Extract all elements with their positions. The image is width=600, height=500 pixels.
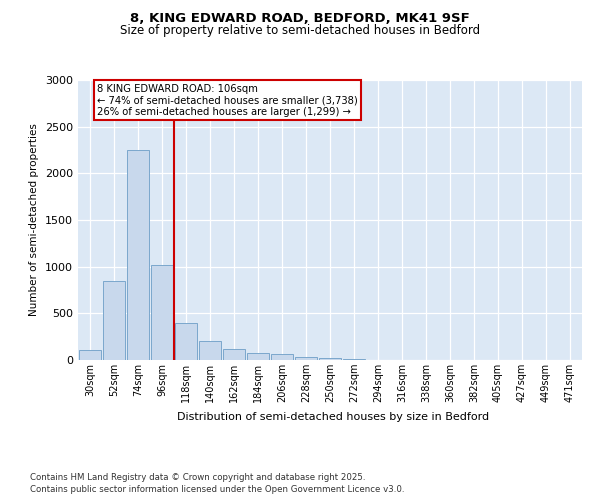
- Text: Contains public sector information licensed under the Open Government Licence v3: Contains public sector information licen…: [30, 485, 404, 494]
- Bar: [247, 352, 269, 360]
- Text: 8, KING EDWARD ROAD, BEDFORD, MK41 9SF: 8, KING EDWARD ROAD, BEDFORD, MK41 9SF: [130, 12, 470, 26]
- Text: Distribution of semi-detached houses by size in Bedford: Distribution of semi-detached houses by …: [177, 412, 489, 422]
- Text: Contains HM Land Registry data © Crown copyright and database right 2025.: Contains HM Land Registry data © Crown c…: [30, 472, 365, 482]
- Bar: [223, 350, 245, 360]
- Text: Size of property relative to semi-detached houses in Bedford: Size of property relative to semi-detach…: [120, 24, 480, 37]
- Y-axis label: Number of semi-detached properties: Number of semi-detached properties: [29, 124, 40, 316]
- Text: 8 KING EDWARD ROAD: 106sqm
← 74% of semi-detached houses are smaller (3,738)
26%: 8 KING EDWARD ROAD: 106sqm ← 74% of semi…: [97, 84, 358, 117]
- Bar: [199, 342, 221, 360]
- Bar: [271, 354, 293, 360]
- Bar: [127, 150, 149, 360]
- Bar: [151, 265, 173, 360]
- Bar: [79, 350, 101, 360]
- Bar: [103, 280, 125, 360]
- Bar: [319, 358, 341, 360]
- Bar: [175, 322, 197, 360]
- Bar: [295, 356, 317, 360]
